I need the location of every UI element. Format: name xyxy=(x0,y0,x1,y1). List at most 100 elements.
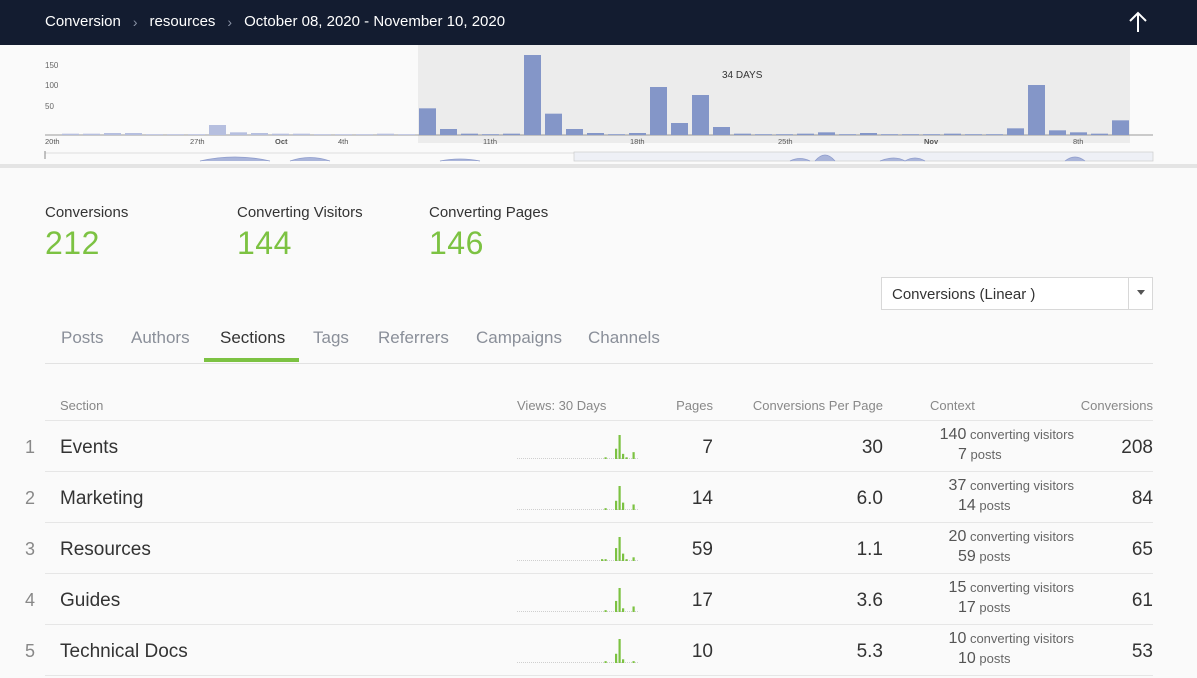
section-name-link[interactable]: Marketing xyxy=(60,488,144,509)
sparkline-bar xyxy=(632,606,635,612)
context-visitors: 15 converting visitors xyxy=(948,579,1074,596)
chevron-right-icon: › xyxy=(227,13,233,30)
chart-bar xyxy=(251,133,268,135)
table-row[interactable]: 4 Guides 17 3.6 15 converting visitors 17 pos… xyxy=(25,574,1153,625)
chart-bar xyxy=(881,134,898,135)
conversions-value: 65 xyxy=(1131,539,1153,560)
chart-bar xyxy=(755,134,772,135)
pages-value: 7 xyxy=(702,437,713,458)
row-rank: 5 xyxy=(25,641,36,661)
breadcrumb-conversion[interactable]: Conversion xyxy=(45,13,121,30)
header-views[interactable]: Views: 30 Days xyxy=(517,398,607,413)
sparkline-bar xyxy=(604,610,607,612)
chart-bar xyxy=(230,132,247,135)
chart-bar xyxy=(524,55,541,135)
table-row[interactable]: 3 Resources 59 1.1 20 converting visitors 59 … xyxy=(25,523,1153,574)
sparkline-bar xyxy=(615,653,618,663)
caret-down-icon[interactable] xyxy=(1137,290,1145,295)
arrow-up-icon[interactable] xyxy=(1127,10,1149,34)
tab-tags[interactable]: Tags xyxy=(313,328,349,347)
chart-bar xyxy=(293,133,310,135)
tab-campaigns[interactable]: Campaigns xyxy=(476,328,562,347)
chart-bar xyxy=(272,133,289,135)
chart-bar xyxy=(1007,128,1024,135)
tab-referrers[interactable]: Referrers xyxy=(378,328,449,347)
chart-bar xyxy=(461,133,478,135)
x-tick-label: Nov xyxy=(924,137,939,146)
header-pages[interactable]: Pages xyxy=(676,398,713,413)
sparkline-bar xyxy=(618,588,621,612)
header-context[interactable]: Context xyxy=(930,398,975,413)
chart-bar xyxy=(377,133,394,135)
context-cell: 140 converting visitors 7 posts xyxy=(930,425,1074,465)
chart-bar xyxy=(776,134,793,135)
chart-bar xyxy=(566,129,583,135)
stat-value: 212 xyxy=(45,225,100,261)
header-section[interactable]: Section xyxy=(60,398,104,413)
overview-chart[interactable]: 150 100 50 20th 27th Oct 4th 11th 18th 25th Nov 8th… xyxy=(0,45,1197,166)
context-visitors: 140 converting visitors xyxy=(939,426,1074,443)
stat-label: Conversions xyxy=(45,204,129,221)
pages-value: 17 xyxy=(691,590,713,611)
chart-bar xyxy=(1091,133,1108,135)
divider xyxy=(45,420,1153,421)
sparkline-bar xyxy=(615,500,618,510)
chart-bar xyxy=(1049,130,1066,135)
chart-bar xyxy=(608,134,625,135)
sparkline-bar xyxy=(622,608,625,612)
visitors-count: 20 xyxy=(948,528,967,545)
chart-bar xyxy=(734,133,751,135)
views-sparkline xyxy=(517,486,639,510)
conversions-per-page-value: 1.1 xyxy=(856,539,883,560)
chart-bar xyxy=(314,134,331,135)
x-tick-label: 25th xyxy=(778,137,793,146)
section-name-link[interactable]: Guides xyxy=(60,590,121,611)
conversions-per-page-value: 5.3 xyxy=(856,641,883,662)
x-tick-label: 27th xyxy=(190,137,205,146)
tab-posts[interactable]: Posts xyxy=(61,328,104,347)
context-posts: 14 posts xyxy=(958,497,1011,514)
context-cell: 15 converting visitors 17 posts xyxy=(930,578,1074,618)
section-name-link[interactable]: Resources xyxy=(60,539,151,560)
context-cell: 37 converting visitors 14 posts xyxy=(930,476,1074,516)
tab-sections[interactable]: Sections xyxy=(220,328,286,347)
metric-select[interactable]: Conversions (Linear ) xyxy=(881,277,1153,310)
table-row[interactable]: 2 Marketing 14 6.0 37 converting visitors 14 … xyxy=(25,472,1153,523)
section-name-link[interactable]: Technical Docs xyxy=(60,641,188,662)
pages-value: 10 xyxy=(691,641,713,662)
tab-authors[interactable]: Authors xyxy=(131,328,190,347)
tab-channels[interactable]: Channels xyxy=(588,328,660,347)
chart-bar xyxy=(335,134,352,135)
x-tick-label: Oct xyxy=(275,137,288,146)
sparkline-bar xyxy=(618,486,621,510)
context-posts: 10 posts xyxy=(958,650,1011,667)
section-name-link[interactable]: Events xyxy=(60,437,119,458)
header-conversions-per-page[interactable]: Conversions Per Page xyxy=(752,398,883,413)
table-row[interactable]: 5 Technical Docs 10 5.3 10 converting visito… xyxy=(25,625,1153,676)
table-row[interactable]: 1 Events 7 30 140 converting visitors 7 posts… xyxy=(25,421,1153,472)
tab-bar: Posts Authors Sections Tags Referrers Ca… xyxy=(45,312,1153,364)
sparkline-bar xyxy=(622,659,625,663)
chevron-right-icon: › xyxy=(132,13,138,30)
stat-value: 146 xyxy=(429,225,484,261)
chart-bar xyxy=(944,133,961,135)
visitors-count: 37 xyxy=(948,477,967,494)
sparkline-bar xyxy=(604,661,607,663)
chart-bar xyxy=(146,134,163,135)
posts-count: 59 xyxy=(958,548,976,565)
breadcrumb-resources[interactable]: resources xyxy=(149,13,216,30)
chart-bar xyxy=(629,133,646,135)
sparkline-bar xyxy=(625,457,628,459)
header-conversions[interactable]: Conversions xyxy=(1080,398,1153,413)
sparkline-bar xyxy=(604,559,607,561)
chart-bar xyxy=(419,108,436,135)
date-range[interactable]: October 08, 2020 - November 10, 2020 xyxy=(244,13,506,30)
chart-bar xyxy=(713,127,730,135)
chart-bar xyxy=(902,134,919,135)
views-sparkline xyxy=(517,435,639,459)
metric-select-value: Conversions (Linear ) xyxy=(892,286,1036,303)
top-bar: Conversion › resources › October 08, 202… xyxy=(0,0,1197,45)
chart-bar xyxy=(818,132,835,135)
stat-converting-pages: Converting Pages 146 xyxy=(429,204,609,262)
pages-value: 59 xyxy=(691,539,713,560)
